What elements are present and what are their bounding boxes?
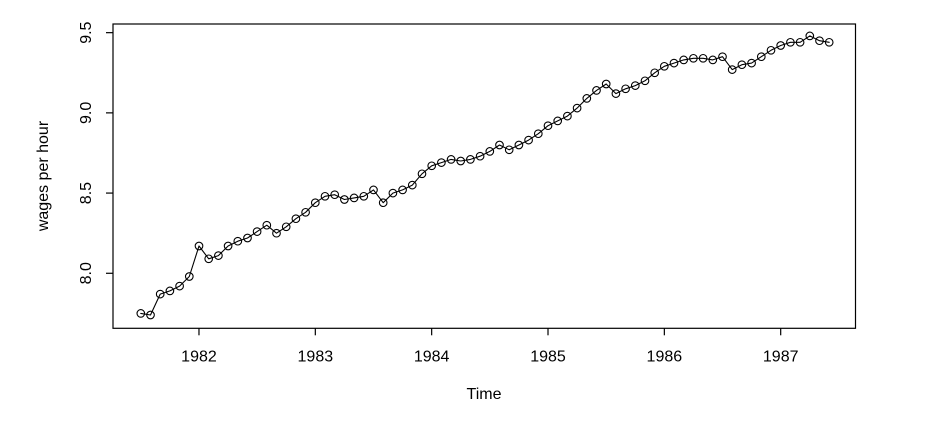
data-point — [175, 281, 184, 291]
data-point — [592, 86, 601, 95]
x-axis-tick-label: 1986 — [647, 348, 683, 365]
x-axis-tick-label: 1983 — [298, 348, 334, 365]
data-point — [718, 52, 727, 62]
data-point — [727, 65, 737, 74]
data-point — [184, 272, 194, 281]
data-point — [553, 116, 563, 126]
data-point — [708, 55, 718, 65]
data-point — [650, 68, 660, 78]
data-point — [204, 254, 214, 264]
data-point — [640, 76, 650, 86]
data-point — [262, 220, 272, 230]
data-point — [485, 147, 495, 156]
y-axis-tick-label: 8.5 — [78, 182, 95, 204]
data-point — [437, 158, 446, 167]
x-axis-title: Time — [467, 386, 502, 403]
series-layer — [136, 31, 834, 320]
data-point — [310, 198, 320, 208]
data-point — [417, 169, 427, 179]
data-point — [543, 121, 553, 131]
data-point — [194, 241, 204, 251]
data-point — [524, 135, 533, 145]
data-point — [446, 155, 456, 164]
data-point — [330, 190, 340, 200]
x-axis-tick-label: 1987 — [763, 348, 799, 365]
data-point — [611, 89, 621, 98]
y-axis-tick-label: 9.5 — [78, 21, 95, 43]
data-point — [233, 236, 243, 246]
data-point — [456, 156, 466, 166]
data-point — [155, 289, 165, 299]
x-axis-tick-label: 1985 — [530, 348, 566, 365]
data-point — [776, 41, 786, 50]
data-point — [146, 310, 155, 320]
data-point — [475, 151, 485, 161]
data-point — [340, 195, 349, 204]
y-axis-tick-label: 9.0 — [78, 102, 95, 124]
data-point — [388, 188, 398, 198]
data-point — [630, 81, 640, 90]
y-axis-tick-label: 8.0 — [78, 262, 95, 284]
data-point — [766, 45, 776, 55]
data-point — [243, 233, 252, 243]
y-axis-title: wages per hour — [35, 120, 52, 232]
data-point — [533, 129, 543, 139]
data-point — [621, 84, 630, 94]
axis-ticks: 1982 1983 1984 1985 1986 1987 8.0 8.5 9.0 9.5 — [78, 21, 799, 365]
data-point — [252, 227, 262, 236]
data-point — [369, 185, 378, 195]
data-point — [281, 222, 291, 232]
data-point — [136, 309, 146, 318]
series-line — [140, 35, 830, 316]
data-point — [378, 198, 388, 208]
data-point — [466, 155, 475, 164]
x-axis-tick-label: 1984 — [414, 348, 450, 365]
data-point — [679, 55, 689, 65]
data-point — [747, 58, 756, 68]
data-point — [514, 140, 524, 150]
data-point — [737, 60, 747, 70]
data-point — [495, 140, 504, 150]
data-point — [359, 191, 369, 201]
data-point — [572, 103, 582, 113]
data-point — [427, 161, 437, 171]
data-point — [805, 31, 815, 41]
plot-border — [112, 23, 857, 329]
data-point — [272, 228, 281, 238]
data-point — [669, 58, 679, 68]
data-point — [582, 94, 592, 103]
data-point — [815, 36, 824, 46]
data-point — [563, 111, 572, 121]
data-point — [601, 79, 611, 89]
data-point — [349, 193, 359, 203]
data-point — [214, 251, 223, 260]
data-point — [223, 241, 233, 251]
data-point — [320, 191, 330, 201]
data-point — [407, 180, 417, 190]
data-point — [786, 37, 795, 47]
data-point — [824, 37, 834, 47]
x-axis-tick-label: 1982 — [181, 348, 217, 365]
data-point — [659, 61, 669, 71]
data-point — [795, 37, 805, 47]
data-point — [504, 145, 514, 155]
data-point — [291, 214, 301, 224]
data-point — [301, 207, 310, 217]
data-point — [165, 286, 175, 296]
data-point — [756, 52, 766, 62]
data-point — [698, 53, 708, 63]
data-point — [398, 185, 407, 195]
data-point — [689, 53, 698, 63]
